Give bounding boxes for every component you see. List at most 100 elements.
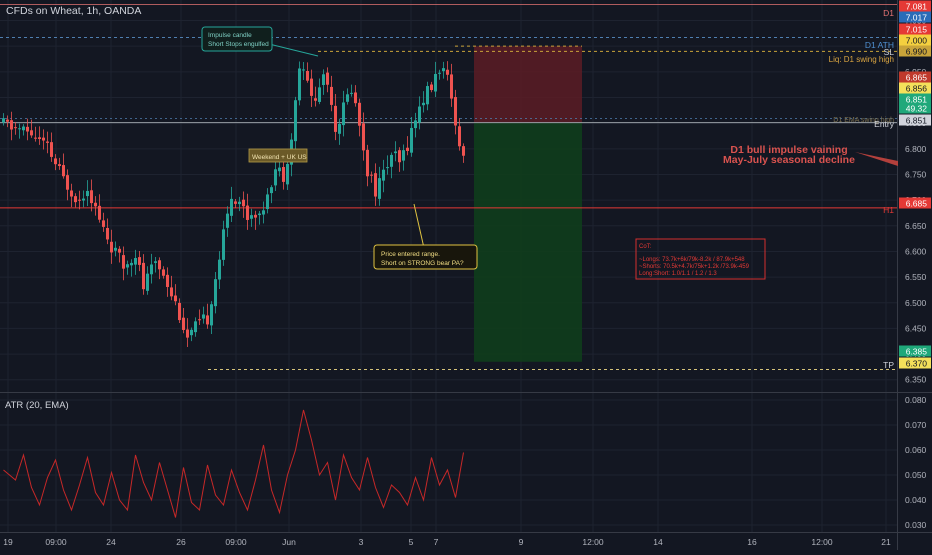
candle[interactable]: [426, 81, 429, 111]
candle[interactable]: [366, 144, 369, 187]
candle[interactable]: [214, 271, 217, 314]
candle[interactable]: [2, 113, 5, 126]
candle[interactable]: [118, 246, 121, 263]
candle[interactable]: [158, 257, 161, 280]
candle[interactable]: [434, 61, 437, 98]
candle[interactable]: [282, 160, 285, 190]
candle[interactable]: [186, 318, 189, 347]
candle[interactable]: [346, 88, 349, 105]
candle[interactable]: [162, 266, 165, 279]
candle[interactable]: [114, 241, 117, 257]
candle[interactable]: [94, 196, 97, 216]
candle[interactable]: [138, 250, 141, 272]
candle[interactable]: [50, 132, 53, 162]
candle[interactable]: [354, 85, 357, 107]
candle[interactable]: [22, 124, 25, 136]
candle[interactable]: [414, 112, 417, 138]
candle[interactable]: [370, 171, 373, 183]
candle[interactable]: [378, 166, 381, 206]
candle[interactable]: [294, 96, 297, 151]
candle[interactable]: [6, 115, 9, 128]
candle[interactable]: [230, 186, 233, 223]
candle[interactable]: [258, 210, 261, 225]
impulse-callout[interactable]: Impulse candle Short Stops engulfed: [201, 26, 319, 57]
candle[interactable]: [394, 141, 397, 162]
candle[interactable]: [150, 253, 153, 284]
candle[interactable]: [390, 152, 393, 179]
candle[interactable]: [18, 123, 21, 139]
candle[interactable]: [78, 190, 81, 210]
candle[interactable]: [130, 259, 133, 277]
candle[interactable]: [242, 191, 245, 218]
candle[interactable]: [106, 218, 109, 245]
candle[interactable]: [454, 89, 457, 135]
candle[interactable]: [382, 159, 385, 193]
candle[interactable]: [234, 198, 237, 209]
candle[interactable]: [38, 126, 41, 145]
candle[interactable]: [218, 251, 221, 289]
candle[interactable]: [254, 210, 257, 230]
candle[interactable]: [266, 188, 269, 214]
candle[interactable]: [174, 284, 177, 306]
candle[interactable]: [374, 163, 377, 206]
candle[interactable]: [26, 118, 29, 141]
candle[interactable]: [86, 180, 89, 207]
impulse-note[interactable]: D1 bull impulse vaining May-July seasona…: [723, 144, 898, 166]
candle[interactable]: [34, 126, 37, 142]
candle[interactable]: [226, 206, 229, 237]
candle[interactable]: [54, 154, 57, 171]
take-profit-zone[interactable]: [474, 122, 582, 362]
candle[interactable]: [402, 144, 405, 171]
candle[interactable]: [274, 160, 277, 192]
candle[interactable]: [318, 78, 321, 105]
candle[interactable]: [206, 303, 209, 329]
candle[interactable]: [102, 212, 105, 232]
candle[interactable]: [410, 117, 413, 157]
candle[interactable]: [98, 194, 101, 223]
candle[interactable]: [146, 266, 149, 295]
candle[interactable]: [82, 190, 85, 208]
candle[interactable]: [238, 196, 241, 212]
candle[interactable]: [170, 275, 173, 301]
candle[interactable]: [298, 61, 301, 106]
candle[interactable]: [334, 93, 337, 141]
candle[interactable]: [358, 98, 361, 137]
candle[interactable]: [270, 185, 273, 204]
candle[interactable]: [422, 91, 425, 113]
candle[interactable]: [14, 122, 17, 135]
weekend-label[interactable]: Weekend + UK US: [248, 148, 308, 163]
candle[interactable]: [418, 96, 421, 130]
candle[interactable]: [262, 201, 265, 224]
candle[interactable]: [66, 169, 69, 201]
candle[interactable]: [326, 67, 329, 93]
candle[interactable]: [438, 69, 441, 80]
candle[interactable]: [342, 90, 345, 137]
candle[interactable]: [90, 179, 93, 212]
candle[interactable]: [62, 153, 65, 179]
candle[interactable]: [330, 75, 333, 112]
candle[interactable]: [110, 229, 113, 264]
candle[interactable]: [458, 118, 461, 151]
candle[interactable]: [250, 208, 253, 227]
candle[interactable]: [246, 193, 249, 230]
candle[interactable]: [322, 69, 325, 95]
atr-line[interactable]: [3, 409, 464, 518]
candle[interactable]: [10, 111, 13, 141]
candle[interactable]: [286, 161, 289, 190]
candle[interactable]: [134, 249, 137, 275]
candle[interactable]: [202, 306, 205, 324]
candle[interactable]: [194, 317, 197, 337]
candle[interactable]: [222, 220, 225, 266]
candle[interactable]: [450, 63, 453, 107]
candle[interactable]: [362, 112, 365, 161]
candle[interactable]: [46, 131, 49, 154]
candle[interactable]: [126, 260, 129, 275]
candle[interactable]: [74, 193, 77, 208]
candle[interactable]: [462, 143, 465, 163]
candle[interactable]: [42, 129, 45, 150]
candle[interactable]: [154, 257, 157, 273]
candle[interactable]: [398, 147, 401, 172]
candle[interactable]: [406, 136, 409, 156]
candle[interactable]: [142, 254, 145, 295]
candle[interactable]: [302, 61, 305, 80]
